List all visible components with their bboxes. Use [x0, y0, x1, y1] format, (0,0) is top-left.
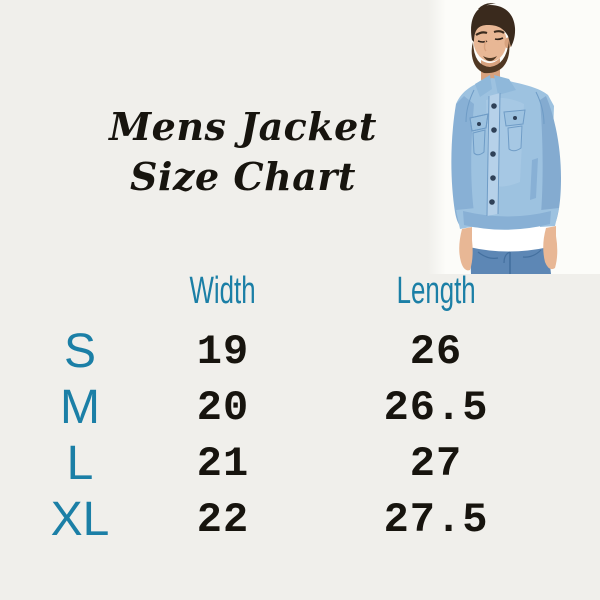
size-label: M — [60, 381, 100, 434]
table-row: S 19 26 — [0, 324, 600, 380]
column-header-width: Width — [148, 269, 298, 313]
page-title: Mens Jacket Size Chart — [40, 102, 446, 202]
denim-jacket — [451, 75, 561, 230]
jeans — [470, 246, 551, 274]
model-photo-illustration — [428, 0, 600, 274]
column-header-width-label: Width — [189, 270, 257, 312]
size-label: S — [63, 325, 96, 378]
table-row: XL 22 27.5 — [0, 492, 600, 548]
width-value: 21 — [196, 440, 250, 488]
title-line-2: Size Chart — [130, 154, 356, 199]
beard — [471, 41, 510, 74]
size-label: L — [66, 437, 94, 490]
jacket-buttons — [489, 103, 497, 205]
model-photo — [428, 0, 600, 274]
tee-hem — [467, 224, 549, 252]
photo-left-fade — [428, 0, 446, 274]
length-value: 26 — [409, 328, 463, 376]
length-value: 27.5 — [383, 496, 489, 544]
hands — [459, 226, 558, 271]
head — [471, 3, 516, 74]
column-header-length: Length — [361, 269, 511, 313]
table-header-row: Width Length — [0, 269, 600, 313]
length-value: 26.5 — [383, 384, 489, 432]
hair — [471, 5, 516, 47]
width-value: 19 — [196, 328, 250, 376]
size-label: XL — [50, 493, 110, 546]
table-row: L 21 27 — [0, 436, 600, 492]
title-line-1: Mens Jacket — [109, 104, 377, 149]
width-value: 20 — [196, 384, 250, 432]
width-value: 22 — [196, 496, 250, 544]
column-header-length-label: Length — [396, 270, 476, 312]
chest-pockets — [469, 109, 526, 156]
table-row: M 20 26.5 — [0, 380, 600, 436]
length-value: 27 — [409, 440, 463, 488]
